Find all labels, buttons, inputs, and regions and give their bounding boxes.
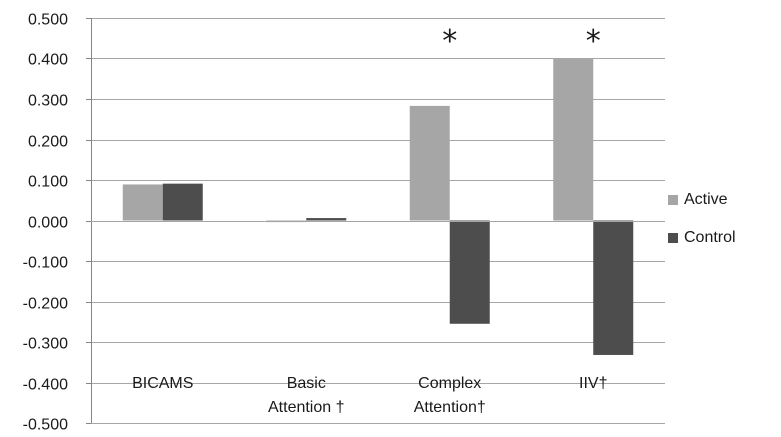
significance-marker: * [442,24,457,59]
bar-active [409,105,450,221]
y-tick-label: 0.300 [28,93,68,110]
legend-item-control: Control [668,228,736,248]
bar-active [122,184,163,221]
y-tick-label: 0.200 [28,134,68,151]
y-tick-label: -0.500 [23,417,68,434]
category-label: Complex Attention† [414,375,486,416]
legend: Active Control [668,190,736,266]
y-tick-label: 0.400 [28,52,68,69]
bar-active [553,58,594,221]
bars [91,58,665,355]
y-tick-label: -0.400 [23,377,68,394]
legend-label-active: Active [684,191,728,208]
y-tick-label: 0.000 [28,215,68,232]
y-tick-label: -0.100 [23,255,68,272]
legend-swatch-active [668,195,678,205]
legend-swatch-control [668,233,678,243]
bar-control [306,218,347,221]
y-tick-label: -0.200 [23,296,68,313]
y-tick-label: 0.500 [28,12,68,29]
significance-marker: * [586,24,601,59]
category-label: IIV† [579,375,607,392]
bar-control [449,220,490,324]
category-labels: BICAMS Basic Attention † Complex Attention† I… [132,375,607,416]
legend-item-active: Active [668,190,736,210]
category-label: Basic Attention † [268,375,345,416]
category-label: BICAMS [132,375,193,392]
bar-control [162,183,203,221]
y-axis: 0.500 0.400 0.300 0.200 0.100 0.000 -0.100 -0.2… [23,12,92,434]
annotations: * * [442,24,601,59]
legend-label-control: Control [684,229,736,246]
y-tick-label: -0.300 [23,336,68,353]
bar-control [593,220,634,355]
y-tick-label: 0.100 [28,174,68,191]
